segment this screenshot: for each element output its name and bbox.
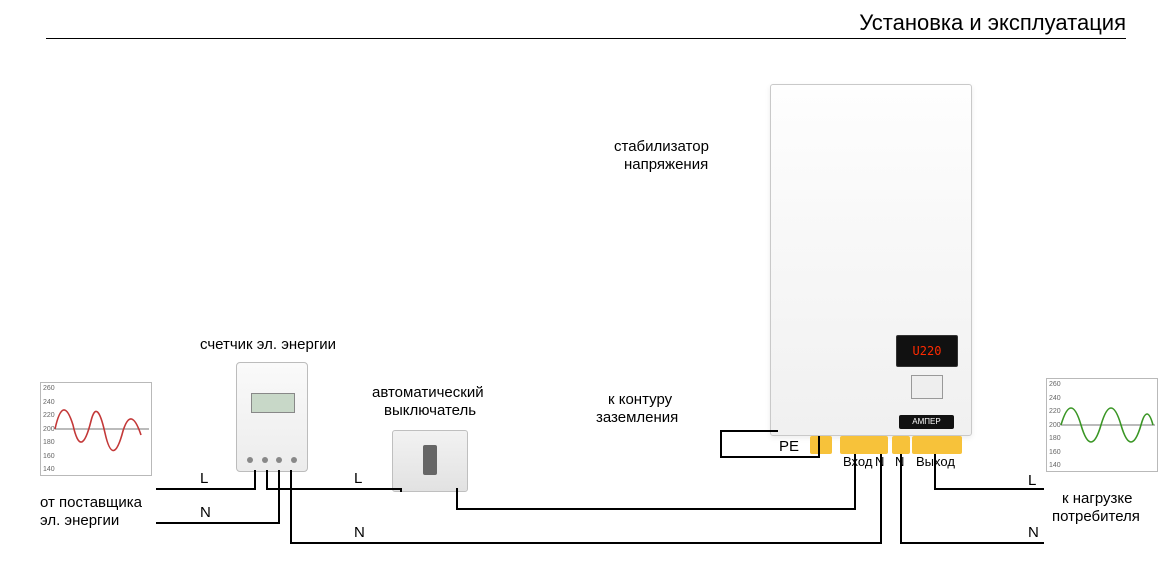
terminal-in-label: Вход [843,455,872,470]
l-label-2: L [354,470,362,487]
page-title: Установка и эксплуатация [859,10,1126,36]
wave-out-svg [1047,379,1157,471]
circuit-breaker [392,430,468,492]
wire-pe-h [720,430,778,432]
pe-label: PE [779,438,799,455]
wire-breaker-l-drop [400,488,402,492]
n-label-1: N [200,504,211,521]
wire-n-bus [290,542,882,544]
load-label-2: потребителя [1052,508,1140,525]
regulator-switch [911,375,943,399]
wire-out-l-h [934,488,1044,490]
wave-in-svg [41,383,151,475]
supplier-label-2: эл. энергии [40,512,119,529]
title-rule [46,38,1126,39]
input-waveform: 260240220200180160140 [40,382,152,476]
wire-supplier-n-h [156,522,280,524]
wire-meter-l-v [266,470,268,490]
ground-label-2: заземления [596,409,678,426]
wire-pe-h2 [720,456,820,458]
wire-breaker-out-v [456,488,458,510]
terminal-n-mid [892,436,910,454]
wire-pe-v [720,430,722,458]
terminal-out [912,436,962,454]
wire-meter-n-v [290,470,292,544]
breaker-label-2: выключатель [384,402,476,419]
wave-ticks-out: 260240220200180160140 [1049,381,1061,469]
wire-supplier-l-h [156,488,256,490]
regulator-brand: АМПЕР [899,415,954,429]
ground-label-1: к контуру [608,391,672,408]
terminal-in [840,436,888,454]
supplier-label-1: от поставщика [40,494,142,511]
regulator-display: U220 [896,335,958,367]
l-label-1: L [200,470,208,487]
wire-out-l-v [934,454,936,490]
wire-out-n-v [900,454,902,544]
n-label-3: N [1028,524,1039,541]
wire-n-up-to-in [880,454,882,544]
wire-l-to-regulator-v [854,454,856,510]
wire-out-n-h [900,542,1044,544]
wire-l-to-regulator-h [456,508,856,510]
wire-meter-l-h [266,488,402,490]
l-label-3: L [1028,472,1036,489]
terminal-pe [810,436,832,454]
output-waveform: 260240220200180160140 [1046,378,1158,472]
wire-pe-up [818,436,820,458]
regulator-label-2: напряжения [624,156,708,173]
wave-ticks-in: 260240220200180160140 [43,385,55,473]
wire-supplier-n-v [278,470,280,524]
wire-supplier-l-v [254,470,256,490]
meter-label: счетчик эл. энергии [200,336,336,353]
regulator-label-1: стабилизатор [614,138,709,155]
breaker-label-1: автоматический [372,384,484,401]
n-label-2: N [354,524,365,541]
voltage-regulator: U220 АМПЕР [770,84,972,436]
electric-meter [236,362,308,472]
load-label-1: к нагрузке [1062,490,1132,507]
